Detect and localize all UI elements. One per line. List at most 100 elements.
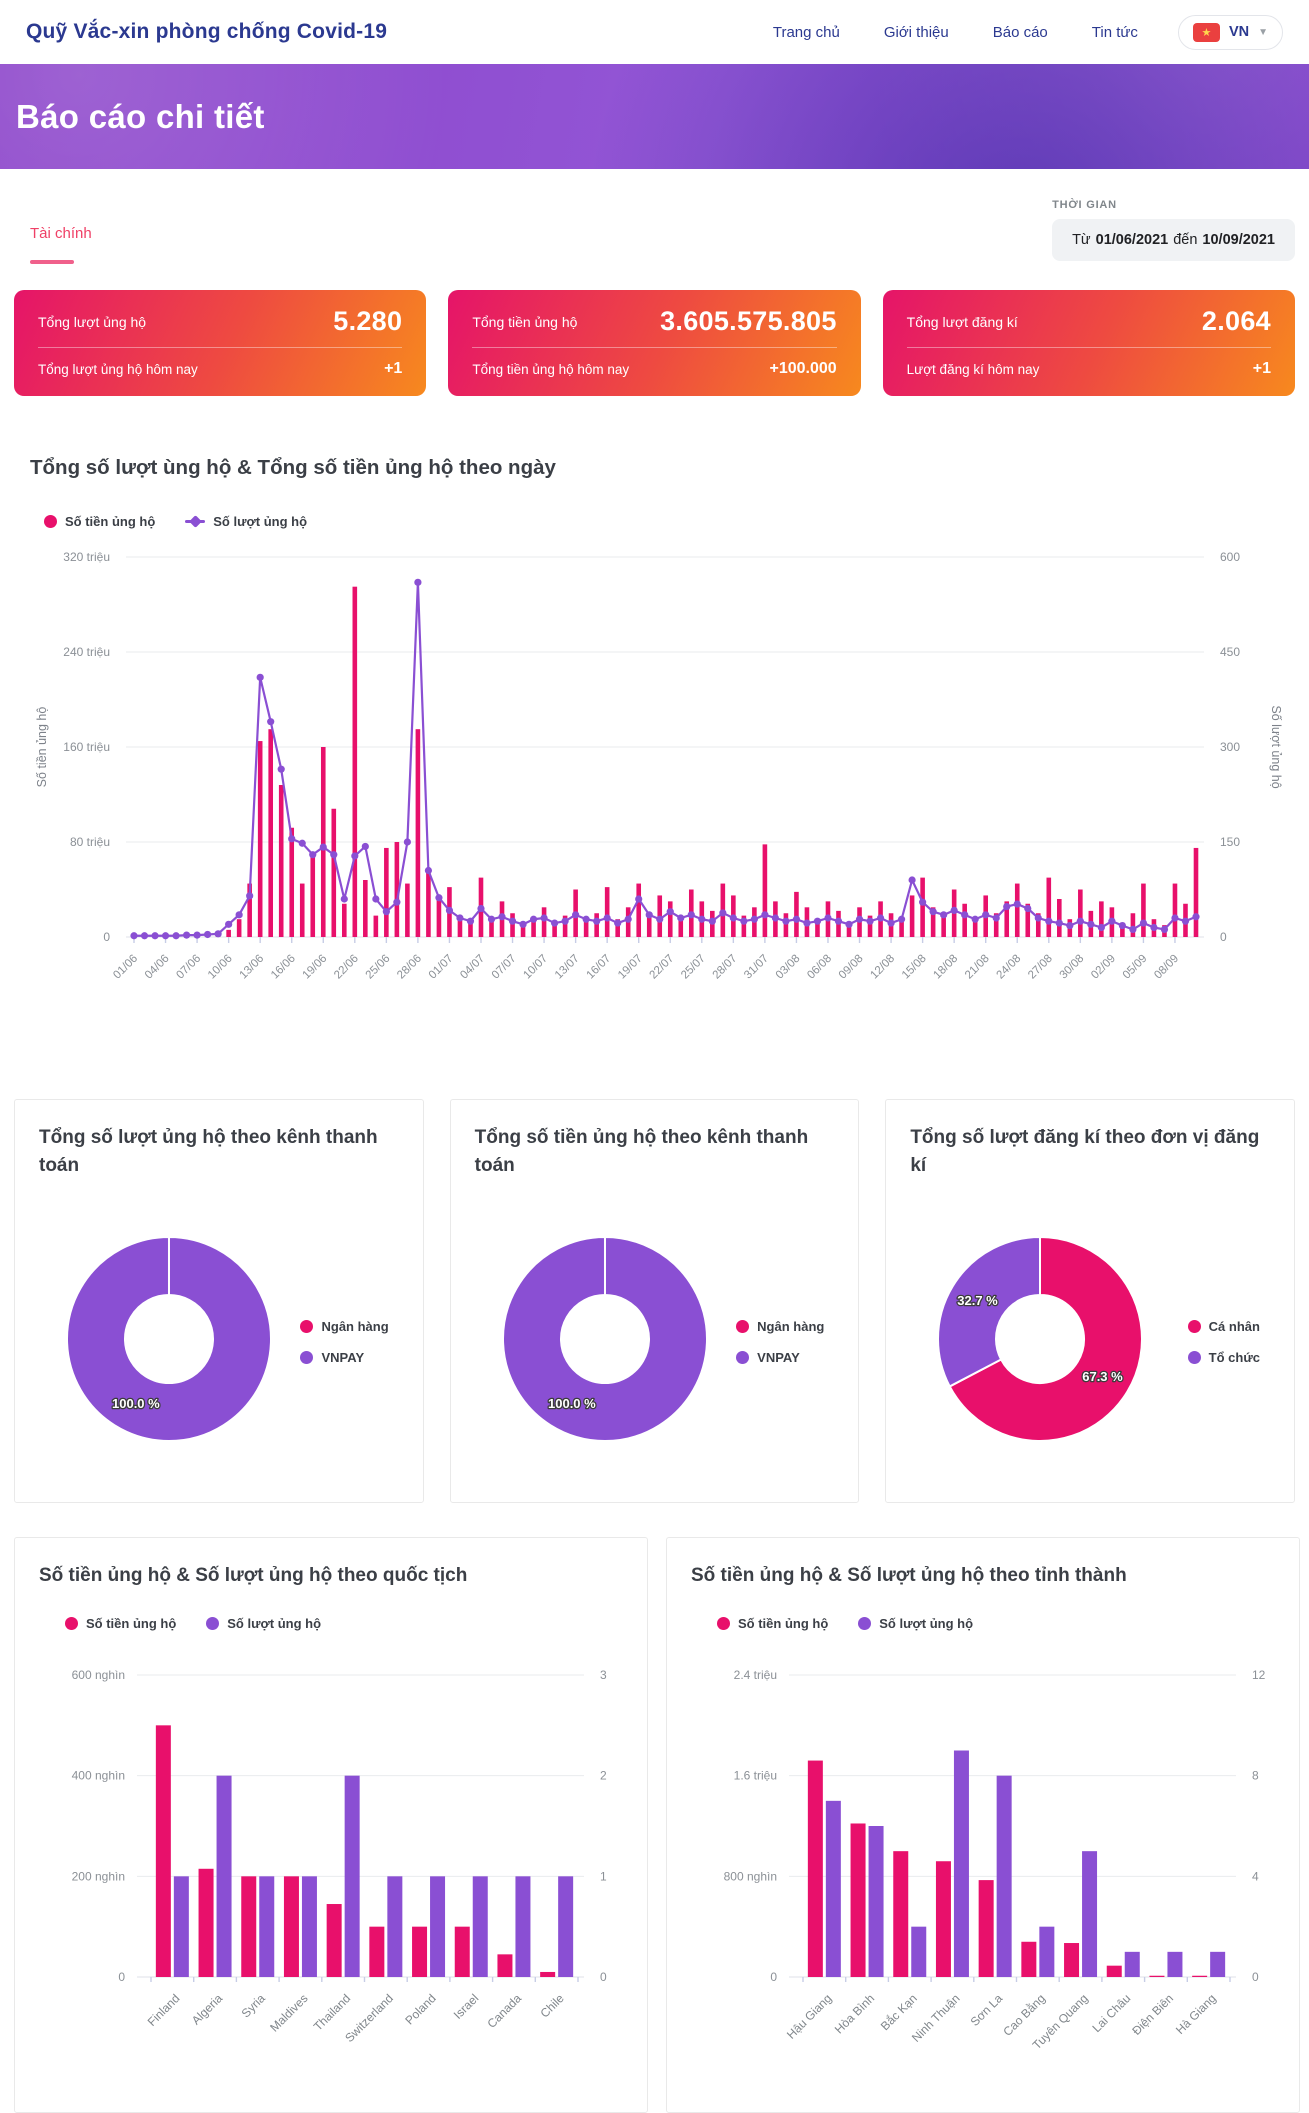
legend-label: Số lượt ủng hộ [213, 514, 308, 529]
tab-tai-chinh[interactable]: Tài chính [14, 225, 92, 264]
svg-text:02/09: 02/09 [1089, 953, 1118, 982]
stat-value: 5.280 [333, 306, 403, 336]
svg-text:1.6 triệu: 1.6 triệu [734, 1768, 777, 1782]
svg-text:21/08: 21/08 [963, 953, 992, 982]
stat-sub-label: Tổng tiền ủng hộ hôm nay [472, 361, 630, 377]
legend-label: Cá nhân [1208, 1318, 1260, 1334]
nav-tin-tuc[interactable]: Tin tức [1091, 23, 1138, 41]
svg-text:Hòa Bình: Hòa Bình [832, 1991, 877, 2036]
svg-text:22/06: 22/06 [332, 953, 361, 982]
legend-ngan-hang[interactable]: Ngân hàng [300, 1319, 389, 1334]
nav-bao-cao[interactable]: Báo cáo [992, 23, 1048, 41]
svg-text:07/06: 07/06 [174, 953, 203, 982]
stat-divider [472, 347, 837, 348]
panel-by-province: Số tiền ủng hộ & Số lượt ủng hộ theo tỉn… [666, 1537, 1300, 2113]
stat-card-total-supports: Tổng lượt ủng hộ 5.280 Tổng lượt ủng hộ … [14, 290, 427, 396]
svg-text:600 nghìn: 600 nghìn [72, 1668, 125, 1682]
daily-chart-title: Tổng số lượt ùng hộ & Tổng số tiền ủng h… [30, 456, 556, 479]
legend-so-tien-ung-ho[interactable]: Số tiền ủng hộ [65, 1616, 176, 1631]
svg-text:0: 0 [600, 1970, 607, 1984]
purple-dot-icon [858, 1616, 872, 1630]
legend-so-luot-ung-ho[interactable]: Số lượt ủng hộ [858, 1616, 973, 1631]
purple-dot-icon [300, 1350, 314, 1364]
date-to-word: đến [1173, 232, 1198, 248]
svg-text:Maldives: Maldives [267, 1991, 310, 2034]
svg-text:28/06: 28/06 [395, 953, 424, 982]
bottom-charts-row: Số tiền ủng hộ & Số lượt ủng hộ theo quố… [14, 1537, 1300, 2113]
stat-label: Tổng lượt đăng kí [906, 313, 1018, 330]
svg-text:100.0 %: 100.0 % [548, 1396, 596, 1411]
legend-ca-nhan[interactable]: Cá nhân [1187, 1318, 1260, 1334]
svg-text:200 nghìn: 200 nghìn [72, 1869, 125, 1883]
donut-legend: Cá nhân Tổ chức [1187, 1318, 1260, 1365]
svg-text:Chile: Chile [538, 1991, 567, 2020]
svg-text:Poland: Poland [402, 1991, 438, 2027]
panel-title: Tổng số tiền ủng hộ theo kênh thanh toán [474, 1127, 809, 1176]
svg-text:Số lượt ủng hộ: Số lượt ủng hộ [1269, 705, 1283, 788]
stat-value: 2.064 [1201, 306, 1271, 336]
nav-gioi-thieu[interactable]: Giới thiệu [883, 23, 949, 41]
purple-line-marker-icon [185, 520, 206, 523]
svg-text:Sơn La: Sơn La [968, 1991, 1006, 2029]
purple-dot-icon [736, 1350, 750, 1364]
legend-vnpay[interactable]: VNPAY [736, 1350, 824, 1365]
province-legend: Số tiền ủng hộ Số lượt ủng hộ [691, 1616, 1275, 1631]
stat-sub-value: +1 [384, 360, 403, 377]
language-label: VN [1228, 24, 1250, 40]
legend-label: Số lượt ủng hộ [879, 1615, 974, 1631]
legend-so-tien-ung-ho[interactable]: Số tiền ủng hộ [717, 1616, 828, 1631]
date-range-picker[interactable]: Từ 01/06/2021 đến 10/09/2021 [1052, 219, 1295, 261]
stat-sub-value: +1 [1252, 360, 1271, 377]
svg-text:01/07: 01/07 [427, 953, 456, 982]
svg-text:10/06: 10/06 [206, 953, 235, 982]
svg-text:13/06: 13/06 [237, 953, 266, 982]
legend-so-luot-ung-ho[interactable]: Số lượt ủng hộ [206, 1616, 321, 1631]
pink-dot-icon [44, 515, 57, 528]
svg-text:31/07: 31/07 [742, 953, 771, 982]
pink-dot-icon [717, 1616, 730, 1630]
donut-legend: Ngân hàng VNPAY [300, 1319, 389, 1365]
stat-label: Tổng tiền ủng hộ [472, 313, 578, 330]
legend-label: VNPAY [757, 1349, 800, 1365]
date-to-value: 10/09/2021 [1202, 232, 1275, 248]
content: Tài chính THỜI GIAN Từ 01/06/2021 đến 10… [0, 199, 1309, 2113]
top-header: Quỹ Vắc-xin phòng chống Covid-19 Trang c… [0, 0, 1309, 64]
stat-divider [38, 347, 403, 348]
svg-text:80 triệu: 80 triệu [70, 835, 110, 849]
nav-trang-chu[interactable]: Trang chủ [772, 23, 840, 41]
purple-dot-icon [206, 1616, 220, 1630]
svg-text:19/07: 19/07 [616, 953, 645, 982]
svg-text:28/07: 28/07 [711, 953, 740, 982]
panel-title: Tổng số lượt ủng hộ theo kênh thanh toán [39, 1127, 378, 1176]
legend-ngan-hang[interactable]: Ngân hàng [736, 1319, 824, 1334]
vietnam-flag-icon: ★ [1192, 22, 1220, 42]
legend-to-chuc[interactable]: Tổ chức [1187, 1350, 1260, 1365]
pink-dot-icon [736, 1319, 750, 1333]
svg-text:67.3 %: 67.3 % [1083, 1369, 1124, 1384]
site-logo[interactable]: Quỹ Vắc-xin phòng chống Covid-19 [26, 20, 388, 43]
language-selector[interactable]: ★ VN ▼ [1177, 14, 1283, 50]
legend-label: VNPAY [321, 1349, 365, 1365]
legend-so-luot-ung-ho[interactable]: Số lượt ủng hộ [185, 514, 307, 529]
date-from-word: Từ [1072, 232, 1091, 248]
svg-text:4: 4 [1252, 1869, 1259, 1883]
legend-label: Số tiền ủng hộ [738, 1615, 829, 1631]
panel-title: Số tiền ủng hộ & Số lượt ủng hộ theo tỉn… [691, 1565, 1127, 1587]
page-title: Báo cáo chi tiết [16, 97, 265, 135]
svg-text:0: 0 [118, 1970, 125, 1984]
legend-vnpay[interactable]: VNPAY [300, 1350, 388, 1365]
svg-text:10/07: 10/07 [521, 953, 550, 982]
bar-chart-by-province: 0 0 800 nghìn 4 1.6 triệu 8 2.4 triệu 12 Hậu Gia… [691, 1647, 1275, 2088]
pink-dot-icon [300, 1319, 314, 1333]
svg-text:04/07: 04/07 [458, 953, 487, 982]
svg-text:300: 300 [1220, 740, 1240, 754]
legend-so-tien-ung-ho[interactable]: Số tiền ủng hộ [44, 514, 155, 529]
svg-text:0: 0 [1252, 1970, 1259, 1984]
filter-row: Tài chính THỜI GIAN Từ 01/06/2021 đến 10… [14, 199, 1295, 264]
svg-text:Điện Biên: Điện Biên [1129, 1991, 1176, 2038]
svg-text:800 nghìn: 800 nghìn [724, 1869, 777, 1883]
svg-text:32.7 %: 32.7 % [958, 1293, 999, 1308]
time-filter-label: THỜI GIAN [1052, 199, 1117, 211]
svg-text:8: 8 [1252, 1768, 1259, 1782]
purple-dot-icon [1187, 1350, 1201, 1364]
